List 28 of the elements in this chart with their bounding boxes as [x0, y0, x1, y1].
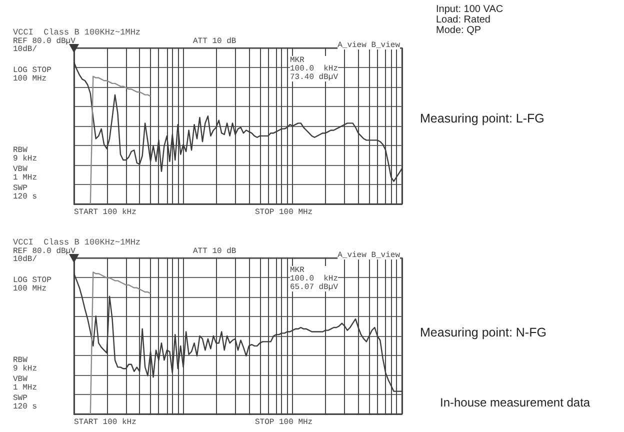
- text: 10dB/: [13, 254, 38, 264]
- text: STOP 100 MHz: [255, 208, 313, 217]
- text: VBW 1 MHz: [13, 164, 38, 182]
- text: Measuring point: L-FG: [420, 112, 544, 126]
- text: 10dB/: [13, 44, 38, 54]
- text: A_view B_view: [338, 250, 400, 260]
- text: REF 80.0 dBµV: [13, 36, 76, 46]
- text: RBW 9 kHz: [13, 356, 38, 374]
- text: VBW 1 MHz: [13, 374, 38, 392]
- text: RBW 9 kHz: [13, 146, 38, 164]
- text: LOG STOP 100 MHz: [13, 66, 52, 84]
- text: Measuring point: N-FG: [420, 326, 546, 340]
- text: START 100 kHz: [74, 208, 137, 217]
- text: In-house measurement data: [440, 395, 590, 410]
- text: SWP 120 s: [13, 394, 38, 412]
- chart-title: VCCI Class B 100KHz~1MHz: [13, 28, 141, 38]
- text: LOG STOP 100 MHz: [13, 276, 52, 294]
- text: ATT 10 dB: [193, 36, 236, 46]
- chart-title: VCCI Class B 100KHz~1MHz: [13, 238, 141, 248]
- annotation: MKR 100.0 kHz 73.40 dBµV: [290, 56, 338, 82]
- text: STOP 100 MHz: [255, 418, 313, 427]
- text: Input: 100 VAC Load: Rated Mode: QP: [436, 4, 504, 36]
- text: SWP 120 s: [13, 184, 38, 202]
- text: ATT 10 dB: [193, 246, 236, 256]
- annotation: MKR 100.0 kHz 65.07 dBµV: [290, 266, 338, 292]
- text: A_view B_view: [338, 40, 400, 50]
- text: REF 80.0 dBµV: [13, 246, 76, 256]
- text: START 100 kHz: [74, 418, 137, 427]
